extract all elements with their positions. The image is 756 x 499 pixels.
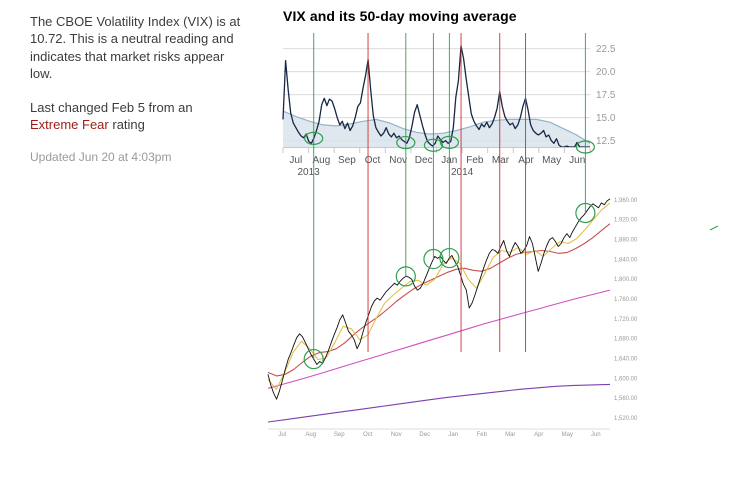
vix-month-label: May (542, 155, 561, 166)
price-month-label: Feb (477, 432, 488, 438)
price-low-circle (575, 202, 596, 224)
last-changed-prefix: Last changed Feb 5 from an (30, 100, 193, 116)
price-low-circle (439, 247, 460, 269)
vix-low-circle (304, 131, 324, 145)
price-y-axis-labels: 1,960.00 1,920.00 1,880.00 1,840.00 1,800.00… (614, 198, 638, 422)
price-month-label: Mar (505, 432, 515, 438)
price-series-line (267, 383, 611, 423)
price-month-label: Jun (591, 432, 601, 438)
vix-month-label: Sep (338, 155, 356, 166)
price-month-label: Nov (391, 432, 402, 438)
price-low-circle (395, 266, 416, 287)
price-low-circle (303, 348, 324, 370)
price-series-line (267, 289, 611, 389)
price-month-label: Apr (534, 432, 543, 438)
price-month-label: Jul (278, 432, 286, 438)
price-y-tick-label: 1,680.00 (614, 337, 638, 343)
chart-title: VIX and its 50-day moving average (283, 8, 517, 24)
price-y-tick-label: 1,720.00 (614, 317, 638, 323)
vix-low-circle (439, 135, 459, 150)
vix-year-label: 2013 (297, 167, 320, 178)
price-y-tick-label: 1,520.00 (614, 416, 638, 422)
vix-y-tick-label: 17.5 (596, 90, 616, 101)
price-low-circle (423, 248, 444, 270)
price-y-tick-label: 1,560.00 (614, 396, 638, 402)
price-y-tick-label: 1,600.00 (614, 376, 638, 382)
vix-month-label: Jun (569, 155, 585, 166)
vix-y-tick-label: 22.5 (596, 44, 616, 55)
event-lines (303, 33, 596, 370)
price-month-label: Oct (363, 432, 373, 438)
vix-summary-text: The CBOE Volatility Index (VIX) is at 10… (30, 14, 241, 81)
price-month-label: May (562, 432, 573, 438)
price-y-tick-label: 1,840.00 (614, 257, 638, 263)
last-changed-suffix: rating (108, 117, 145, 133)
price-series (267, 198, 611, 423)
vix-y-tick-label: 20.0 (596, 67, 616, 78)
vix-month-label: Oct (365, 155, 381, 166)
price-y-tick-label: 1,640.00 (614, 357, 638, 363)
price-month-label: Dec (419, 432, 430, 438)
vix-y-tick-label: 12.5 (596, 136, 616, 147)
vix-low-circle (575, 140, 595, 154)
vix-ma-line (282, 110, 591, 144)
vix-month-label: Aug (312, 155, 330, 166)
vix-y-axis-labels: 12.5 15.0 17.5 20.0 22.5 (596, 44, 616, 147)
price-month-label: Aug (305, 432, 316, 438)
vix-month-label: Dec (415, 155, 433, 166)
rating-label: Extreme Fear (30, 117, 109, 133)
vix-summary-panel: The CBOE Volatility Index (VIX) is at 10… (30, 13, 242, 166)
last-changed-text: Last changed Feb 5 from an Extreme Fear … (30, 99, 242, 134)
price-month-label: Sep (334, 432, 345, 438)
price-month-axis: Jul Aug Sep Oct Nov Dec Jan Feb Mar Apr May Jun (268, 428, 610, 438)
price-y-tick-label: 1,760.00 (614, 297, 638, 303)
updated-timestamp: Updated Jun 20 at 4:03pm (30, 149, 172, 164)
vix-month-label: Feb (466, 155, 484, 166)
vix-month-label: Mar (492, 155, 510, 166)
vix-month-label: Nov (389, 155, 407, 166)
price-y-tick-label: 1,800.00 (614, 277, 638, 283)
vix-low-circle (423, 138, 444, 152)
vix-month-label: Jul (289, 155, 302, 166)
vix-ma-area (283, 111, 590, 147)
price-series-line (267, 198, 611, 400)
price-y-tick-label: 1,880.00 (614, 238, 638, 244)
price-y-tick-label: 1,920.00 (614, 218, 638, 224)
vix-low-circle (396, 135, 416, 150)
vix-month-axis: Jul Aug Sep Oct Nov Dec Jan Feb Mar Apr May Jun2013… (282, 147, 591, 178)
vix-year-label: 2014 (451, 167, 474, 178)
price-month-label: Jan (448, 432, 458, 438)
vix-month-label: Apr (518, 155, 534, 166)
price-y-tick-label: 1,960.00 (614, 198, 638, 204)
vix-and-price-chart: 12.5 15.0 17.5 20.0 22.5 Jul Aug Sep Oct Nov Dec Ja… (267, 33, 719, 438)
price-series-line (267, 223, 611, 377)
vix-y-tick-label: 15.0 (596, 113, 616, 124)
stray-green-mark (709, 225, 719, 231)
